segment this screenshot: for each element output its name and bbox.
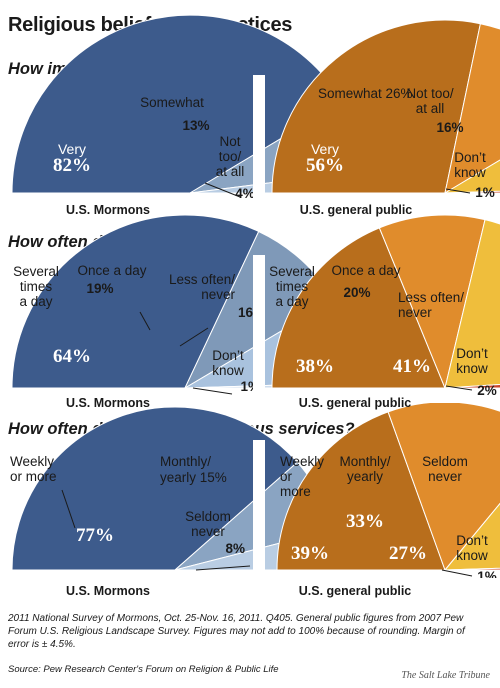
slice-value-1-3: 1% <box>475 185 495 200</box>
slice-value-5-0: 39% <box>291 543 329 564</box>
pie-slice-2-0 <box>11 214 260 389</box>
panel-gap-1 <box>253 255 265 415</box>
slice-value-2-0: 64% <box>53 346 91 367</box>
slice-label-5-2: Seldom never <box>422 454 468 484</box>
pie-slice-5-1 <box>387 401 500 571</box>
slice-label-2-0: Several times a day <box>13 264 59 309</box>
pie-slice-1-2 <box>443 159 500 194</box>
leader-line-0-2 <box>204 182 241 198</box>
slice-value-3-2: 41% <box>393 356 431 377</box>
slice-label-2-1: Once a day <box>77 263 146 278</box>
pie-slice-5-0 <box>276 411 446 571</box>
slice-value-3-3: 2% <box>477 383 497 398</box>
slice-value-5-2: 27% <box>389 543 427 564</box>
source-note: Source: Pew Research Center's Forum on R… <box>8 664 279 675</box>
slice-label-5-3: Don’t know <box>456 533 488 563</box>
slice-value-1-2: 16% <box>436 120 463 135</box>
slice-label-2-2: Less often/never <box>169 272 236 302</box>
panel-gap-2 <box>253 440 265 600</box>
leader-line-4-2 <box>195 565 251 571</box>
chart-caption-1: U.S. general public <box>300 203 413 217</box>
pie-slice-4-0 <box>11 406 299 571</box>
pie-slice-5-3 <box>444 567 500 571</box>
slice-value-3-0: 38% <box>296 356 334 377</box>
pie-slice-3-1 <box>378 214 486 390</box>
pie-slice-1-3 <box>444 190 500 194</box>
pie-slice-3-2 <box>444 219 500 389</box>
slice-value-0-2: 4% <box>235 186 255 201</box>
slice-label-4-2: Seldom never <box>185 509 231 539</box>
pie-slice-3-3 <box>444 384 500 389</box>
slice-label-3-0: Several times a day <box>269 264 315 309</box>
panel-gap-0 <box>253 75 265 225</box>
slice-label-4-0: Weekly or more <box>10 454 57 484</box>
slice-value-4-2: 8% <box>225 541 245 556</box>
slice-value-2-1: 19% <box>86 281 113 296</box>
slice-label-1-2: Not too/at all <box>406 86 454 116</box>
chart-caption-4: U.S. Mormons <box>66 584 150 598</box>
chart-base-mask-2 <box>0 578 500 586</box>
slice-label-3-1: Once a day <box>331 263 400 278</box>
slice-label-1-1: Somewhat 26% <box>318 86 413 101</box>
slice-label-0-2: Not too/at all <box>216 134 245 179</box>
slice-label-1-3: Don’t know <box>454 150 486 180</box>
chart-base-mask-1 <box>0 395 500 403</box>
slice-label-1-0: Very <box>311 141 339 157</box>
publisher-credit: The Salt Lake Tribune <box>401 670 490 681</box>
slice-label-5-0: Weekly or more <box>280 454 324 499</box>
leader-line-5-3 <box>441 569 473 577</box>
slice-label-0-0: Very <box>58 141 86 157</box>
pie-slice-5-2 <box>443 502 500 571</box>
slice-label-5-1: Monthly/yearly <box>339 454 390 484</box>
chart-caption-5: U.S. general public <box>299 584 412 598</box>
pie-slice-3-0 <box>271 227 446 389</box>
leader-line-3-3 <box>445 385 473 391</box>
chart-base-mask-0 <box>0 200 500 208</box>
slice-value-1-0: 56% <box>306 155 344 176</box>
leader-line-2-1 <box>139 311 151 331</box>
chart-caption-3: U.S. general public <box>299 396 412 410</box>
slice-label-0-1: Somewhat <box>140 95 204 110</box>
pie-slice-1-1 <box>444 23 500 195</box>
pie-slice-1-0 <box>271 19 481 194</box>
slice-value-3-1: 20% <box>343 285 370 300</box>
slice-label-3-2: Less often/never <box>398 290 464 320</box>
chart-caption-0: U.S. Mormons <box>66 203 150 217</box>
slice-label-4-1: Monthly/ <box>160 454 211 469</box>
chart-caption-2: U.S. Mormons <box>66 396 150 410</box>
footnote: 2011 National Survey of Mormons, Oct. 25… <box>8 613 465 650</box>
slice-value-5-1: 33% <box>346 511 384 532</box>
slice-label-2-3: Don’t know <box>212 348 244 378</box>
leader-line-2-2 <box>179 327 209 347</box>
slice-value-0-0: 82% <box>53 155 91 176</box>
slice-label-line-4-1: yearly 15% <box>160 470 227 485</box>
leader-line-2-3 <box>192 387 233 395</box>
leader-line-1-3 <box>445 188 471 194</box>
slice-value-0-1: 13% <box>182 118 209 133</box>
slice-label-3-3: Don’t know <box>456 346 488 376</box>
slice-value-4-0: 77% <box>76 525 114 546</box>
leader-line-4-0 <box>61 489 76 529</box>
